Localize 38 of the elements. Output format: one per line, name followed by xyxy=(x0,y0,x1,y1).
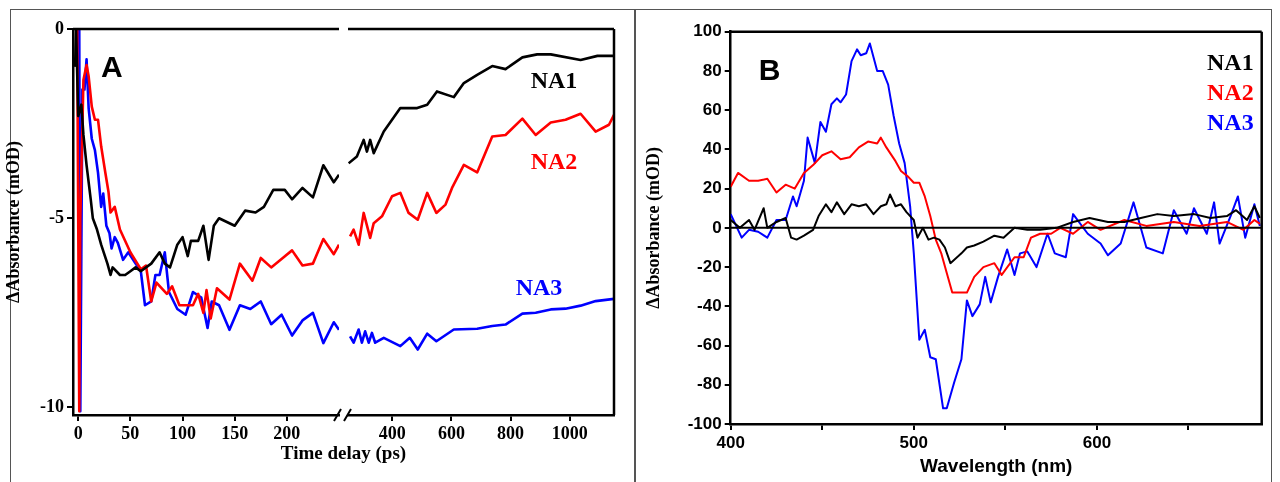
y-tick-label: 20 xyxy=(702,178,722,198)
y-tick-label: -80 xyxy=(697,374,722,394)
text: NA1 xyxy=(1207,48,1254,75)
annotation: A xyxy=(101,50,123,83)
y-tick-label: 60 xyxy=(702,99,722,119)
x-tick-label: 800 xyxy=(497,423,525,444)
x-tick-label: 500 xyxy=(899,432,928,452)
y-axis-title: ΔAbsorbance (mOD) xyxy=(643,146,665,309)
series-label: NA2 xyxy=(530,148,578,175)
annotation: B xyxy=(758,52,781,86)
x-tick-label: 600 xyxy=(1082,432,1112,452)
x-tick-label: 400 xyxy=(716,432,745,452)
y-tick-label: -20 xyxy=(697,256,722,276)
x-tick-label: 50 xyxy=(121,423,140,444)
series-label: NA1 xyxy=(530,67,578,94)
series-label: NA3 xyxy=(515,274,563,301)
y-tick-label: -40 xyxy=(697,296,722,315)
x-tick-label: 400 xyxy=(378,423,406,444)
y-tick-label: 40 xyxy=(702,139,722,159)
x-tick-label: 150 xyxy=(221,423,249,444)
text: NA3 xyxy=(1207,108,1254,135)
y-tick-label: 80 xyxy=(702,60,722,80)
y-tick-label: -60 xyxy=(697,335,722,355)
x-axis-title: Wavelength (nm) xyxy=(920,454,1073,476)
y-tick-label: -5 xyxy=(49,206,64,227)
y-tick-label: -100 xyxy=(687,413,722,433)
x-tick-label: 200 xyxy=(273,423,301,444)
y-tick-label: 0 xyxy=(712,217,722,237)
y-tick-label: -10 xyxy=(40,396,64,417)
y-tick-label: 100 xyxy=(693,21,722,41)
text: NA2 xyxy=(1207,78,1254,105)
y-tick-label: 0 xyxy=(55,17,64,38)
x-tick-label: 100 xyxy=(169,423,197,444)
x-tick-label: 1000 xyxy=(551,423,588,444)
x-axis-title: Time delay (ps) xyxy=(279,442,408,464)
x-tick-label: 600 xyxy=(437,423,465,444)
y-axis-title: ΔAbsorbance (mOD) xyxy=(3,141,25,303)
x-tick-label: 0 xyxy=(73,423,83,444)
